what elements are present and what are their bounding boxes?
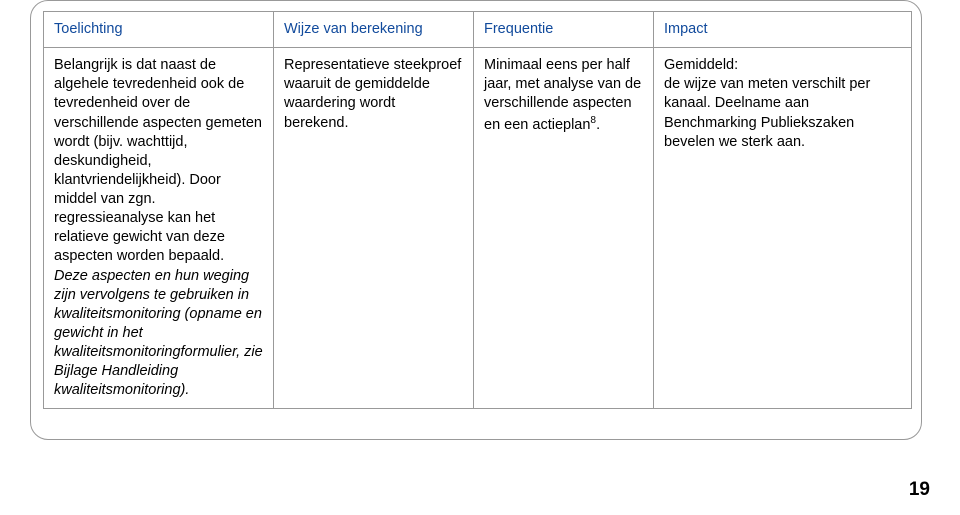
col-header-wijze: Wijze van berekening xyxy=(274,12,474,48)
col-header-toelichting: Toelichting xyxy=(44,12,274,48)
cell-wijze: Representatieve steekproef waaruit de ge… xyxy=(274,48,474,409)
col-header-frequentie: Frequentie xyxy=(474,12,654,48)
cell-frequentie: Minimaal eens per half jaar, met analyse… xyxy=(474,48,654,409)
table-container: Toelichting Wijze van berekening Frequen… xyxy=(30,0,922,440)
table-header-row: Toelichting Wijze van berekening Frequen… xyxy=(44,12,912,48)
toelichting-text-1: Belangrijk is dat naast de algehele tevr… xyxy=(54,57,262,264)
frequentie-text-post: . xyxy=(596,116,600,132)
table-row: Belangrijk is dat naast de algehele tevr… xyxy=(44,48,912,409)
cell-toelichting: Belangrijk is dat naast de algehele tevr… xyxy=(44,48,274,409)
cell-impact: Gemiddeld: de wijze van meten verschilt … xyxy=(654,48,912,409)
col-header-impact: Impact xyxy=(654,12,912,48)
toelichting-text-2-italic: Deze aspecten en hun weging zijn vervolg… xyxy=(54,268,263,399)
frequentie-text: Minimaal eens per half jaar, met analyse… xyxy=(484,57,641,132)
page-number: 19 xyxy=(909,479,930,501)
info-table: Toelichting Wijze van berekening Frequen… xyxy=(43,11,912,409)
